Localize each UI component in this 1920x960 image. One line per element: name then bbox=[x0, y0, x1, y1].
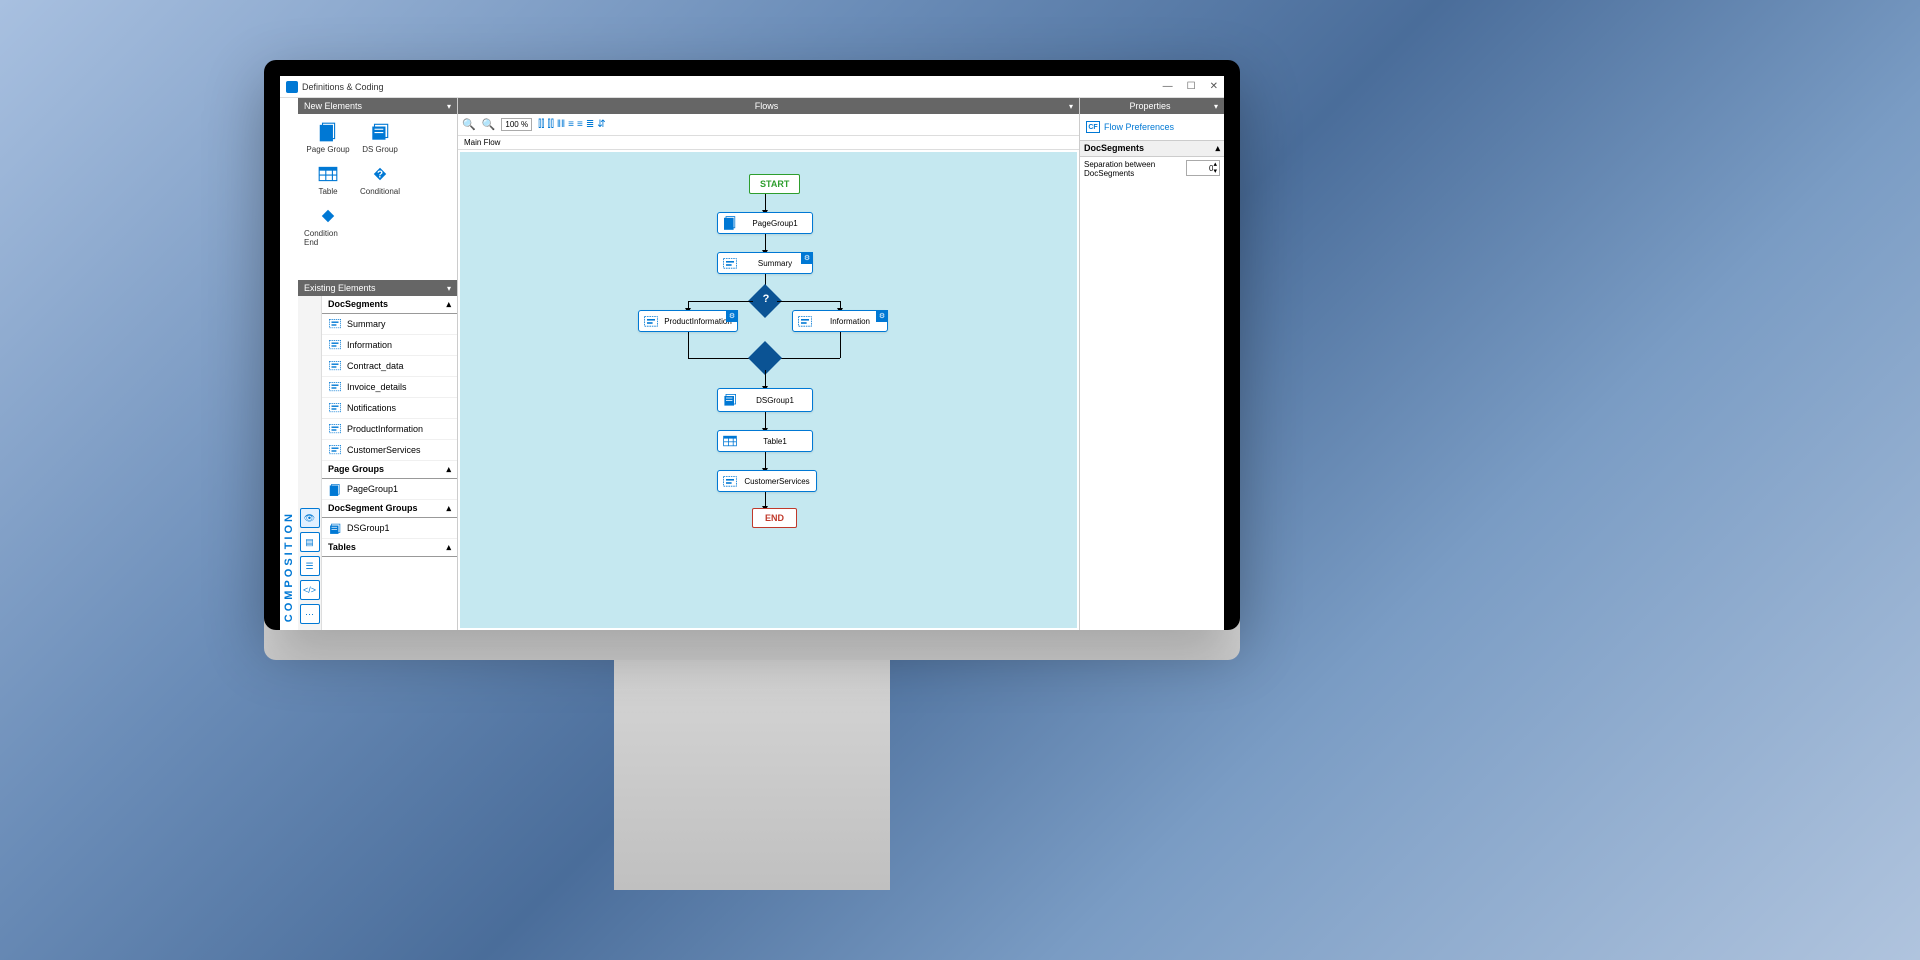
gear-icon[interactable]: ⚙ bbox=[876, 310, 888, 322]
flow-node-info[interactable]: Information⚙ bbox=[792, 310, 888, 332]
zoom-in-icon[interactable]: 🔍 bbox=[462, 118, 476, 131]
section-tables[interactable]: Tables▴ bbox=[322, 539, 457, 557]
start-node[interactable]: START bbox=[749, 174, 800, 194]
left-column: New Elements▾ Page GroupDS GroupTable?Co… bbox=[298, 98, 458, 630]
existing-item[interactable]: CustomerServices bbox=[322, 440, 457, 461]
monitor-bezel: Definitions & Coding — ☐ ✕ COMPOSITION N… bbox=[264, 60, 1240, 630]
new-element-page-group[interactable]: Page Group bbox=[304, 122, 352, 154]
zoom-out-icon[interactable]: 🔍 bbox=[482, 118, 496, 131]
flow-tab[interactable]: Main Flow bbox=[458, 136, 1079, 150]
flow-node-dsgroup[interactable]: DSGroup1 bbox=[717, 388, 813, 412]
new-elements-header[interactable]: New Elements▾ bbox=[298, 98, 457, 114]
right-column: Properties▾ CF Flow Preferences DocSegme… bbox=[1080, 98, 1224, 630]
existing-tabs: 👁 ▤ ☰ </> ⋯ bbox=[298, 296, 322, 630]
minimize-button[interactable]: — bbox=[1163, 81, 1173, 92]
align-tool-1[interactable]: ⫿⫿ bbox=[538, 119, 544, 130]
new-element-condition-end[interactable]: Condition End bbox=[304, 206, 352, 247]
flow-toolbar: 🔍 🔍 100 % ⫿⫿ ⫿⫿ ‖‖ ≡ ≡ ≣ ⇵ bbox=[458, 114, 1079, 136]
maximize-button[interactable]: ☐ bbox=[1187, 81, 1196, 92]
existing-item[interactable]: Invoice_details bbox=[322, 377, 457, 398]
prop-section-docsegments[interactable]: DocSegments▴ bbox=[1080, 140, 1224, 157]
existing-elements-header[interactable]: Existing Elements▾ bbox=[298, 280, 457, 296]
flow-node-custserv[interactable]: CustomerServices bbox=[717, 470, 817, 492]
end-node[interactable]: END bbox=[752, 508, 797, 528]
section-page-groups[interactable]: Page Groups▴ bbox=[322, 461, 457, 479]
tab-code[interactable]: </> bbox=[300, 580, 320, 600]
existing-item[interactable]: ProductInformation bbox=[322, 419, 457, 440]
tab-more[interactable]: ⋯ bbox=[300, 604, 320, 624]
flow-preferences[interactable]: CF Flow Preferences bbox=[1084, 118, 1220, 136]
existing-item[interactable]: Summary bbox=[322, 314, 457, 335]
align-tool-2[interactable]: ⫿⫿ bbox=[548, 119, 554, 130]
tab-doc[interactable]: ▤ bbox=[300, 532, 320, 552]
new-element-table[interactable]: Table bbox=[304, 164, 352, 196]
gear-icon[interactable]: ⚙ bbox=[801, 252, 813, 264]
window-titlebar[interactable]: Definitions & Coding — ☐ ✕ bbox=[280, 76, 1224, 98]
app-icon bbox=[286, 81, 298, 93]
align-tool-7[interactable]: ⇵ bbox=[597, 119, 605, 130]
existing-item[interactable]: Information bbox=[322, 335, 457, 356]
align-tool-3[interactable]: ‖‖ bbox=[557, 119, 565, 130]
section-docsegment-groups[interactable]: DocSegment Groups▴ bbox=[322, 500, 457, 518]
gear-icon[interactable]: ⚙ bbox=[726, 310, 738, 322]
separation-input[interactable]: ▴▾ bbox=[1186, 160, 1220, 176]
new-elements-panel: Page GroupDS GroupTable?ConditionalCondi… bbox=[298, 114, 457, 280]
cf-icon: CF bbox=[1086, 121, 1100, 133]
tab-view[interactable]: 👁 bbox=[300, 508, 320, 528]
align-tool-4[interactable]: ≡ bbox=[568, 119, 574, 130]
flows-header[interactable]: Flows▾ bbox=[458, 98, 1079, 114]
existing-item[interactable]: Notifications bbox=[322, 398, 457, 419]
flow-node-summary[interactable]: Summary⚙ bbox=[717, 252, 813, 274]
property-row: Separation between DocSegments▴▾ bbox=[1080, 157, 1224, 181]
center-column: Flows▾ 🔍 🔍 100 % ⫿⫿ ⫿⫿ ‖‖ ≡ ≡ ≣ ⇵ Main F… bbox=[458, 98, 1080, 630]
align-tool-6[interactable]: ≣ bbox=[586, 119, 594, 130]
composition-side-label: COMPOSITION bbox=[280, 98, 298, 630]
new-element-conditional[interactable]: ?Conditional bbox=[356, 164, 404, 196]
app-screen: Definitions & Coding — ☐ ✕ COMPOSITION N… bbox=[280, 76, 1224, 630]
flow-node-pagegroup[interactable]: PageGroup1 bbox=[717, 212, 813, 234]
monitor-stand bbox=[614, 630, 890, 890]
tab-layers[interactable]: ☰ bbox=[300, 556, 320, 576]
section-docsegments[interactable]: DocSegments▴ bbox=[322, 296, 457, 314]
window-title: Definitions & Coding bbox=[302, 82, 1163, 92]
existing-item[interactable]: DSGroup1 bbox=[322, 518, 457, 539]
flow-node-prodinfo[interactable]: ProductInformation⚙ bbox=[638, 310, 738, 332]
svg-text:?: ? bbox=[377, 169, 383, 180]
align-tool-5[interactable]: ≡ bbox=[577, 119, 583, 130]
flow-node-table[interactable]: Table1 bbox=[717, 430, 813, 452]
zoom-level[interactable]: 100 % bbox=[501, 118, 532, 131]
close-button[interactable]: ✕ bbox=[1210, 81, 1218, 92]
existing-content: DocSegments▴SummaryInformationContract_d… bbox=[322, 296, 457, 630]
new-element-ds-group[interactable]: DS Group bbox=[356, 122, 404, 154]
properties-header[interactable]: Properties▾ bbox=[1080, 98, 1224, 114]
existing-item[interactable]: Contract_data bbox=[322, 356, 457, 377]
existing-item[interactable]: PageGroup1 bbox=[322, 479, 457, 500]
flow-canvas[interactable]: START PageGroup1 Summary⚙ ProductInformatio… bbox=[460, 152, 1077, 628]
